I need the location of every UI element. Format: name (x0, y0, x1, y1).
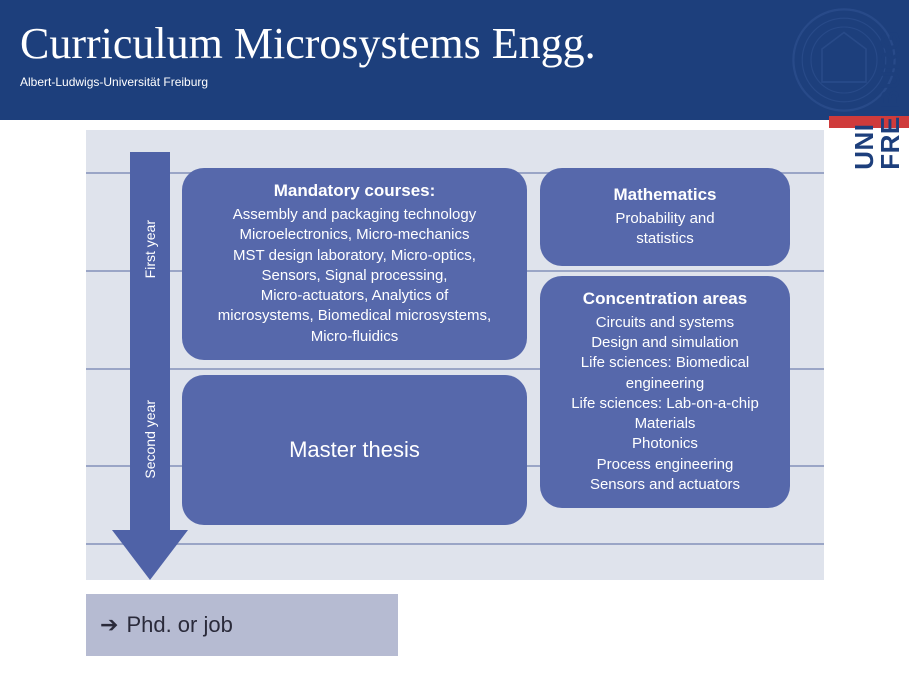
phd-or-job-box: ➔ Phd. or job (86, 594, 398, 656)
separator-line (86, 543, 824, 545)
phd-label: Phd. or job (126, 612, 232, 638)
page-subtitle: Albert-Ludwigs-Universität Freiburg (20, 75, 909, 89)
mandatory-courses-box: Mandatory courses: Assembly and packagin… (182, 168, 527, 360)
year-label-second: Second year (142, 400, 158, 479)
math-title: Mathematics (614, 185, 717, 205)
master-thesis-box: Master thesis (182, 375, 527, 525)
year-label-first: First year (142, 220, 158, 278)
mandatory-body: Assembly and packaging technology Microe… (218, 205, 491, 347)
math-body: Probability and statistics (615, 209, 714, 250)
university-logo-text: UNI FREIBURG (851, 30, 903, 170)
mandatory-title: Mandatory courses: (274, 181, 436, 201)
slide-header: Curriculum Microsystems Engg. Albert-Lud… (0, 0, 909, 120)
concentration-box: Concentration areas Circuits and systems… (540, 276, 790, 508)
page-title: Curriculum Microsystems Engg. (20, 18, 909, 69)
thesis-label: Master thesis (289, 437, 420, 463)
timeline-arrow-head (112, 530, 188, 580)
concentration-title: Concentration areas (583, 289, 747, 309)
mathematics-box: Mathematics Probability and statistics (540, 168, 790, 266)
concentration-body: Circuits and systems Design and simulati… (571, 313, 759, 495)
right-arrow-icon: ➔ (100, 612, 118, 638)
